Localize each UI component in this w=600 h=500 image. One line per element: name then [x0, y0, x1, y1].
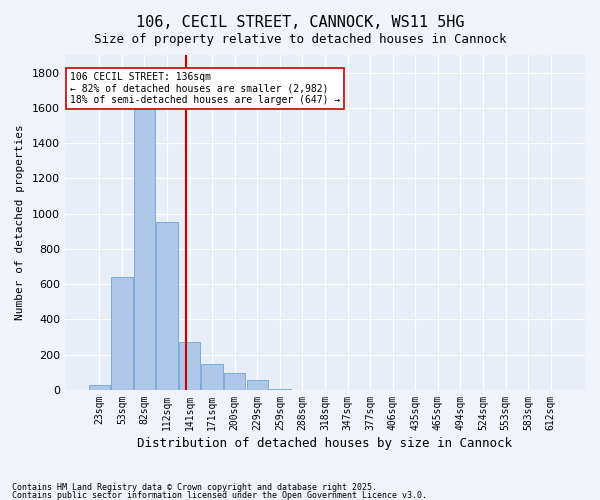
Text: 106, CECIL STREET, CANNOCK, WS11 5HG: 106, CECIL STREET, CANNOCK, WS11 5HG [136, 15, 464, 30]
Bar [247, 380, 268, 390]
Bar [89, 384, 110, 390]
Text: 106 CECIL STREET: 136sqm
← 82% of detached houses are smaller (2,982)
18% of sem: 106 CECIL STREET: 136sqm ← 82% of detach… [70, 72, 340, 105]
Bar [134, 94, 155, 390]
Bar [202, 364, 223, 390]
Text: Contains HM Land Registry data © Crown copyright and database right 2025.: Contains HM Land Registry data © Crown c… [12, 483, 377, 492]
Bar [269, 389, 290, 390]
Y-axis label: Number of detached properties: Number of detached properties [15, 124, 25, 320]
Bar [111, 277, 133, 390]
Text: Size of property relative to detached houses in Cannock: Size of property relative to detached ho… [94, 32, 506, 46]
Bar [156, 222, 178, 390]
Bar [179, 342, 200, 390]
Text: Contains public sector information licensed under the Open Government Licence v3: Contains public sector information licen… [12, 490, 427, 500]
X-axis label: Distribution of detached houses by size in Cannock: Distribution of detached houses by size … [137, 437, 512, 450]
Bar [224, 373, 245, 390]
